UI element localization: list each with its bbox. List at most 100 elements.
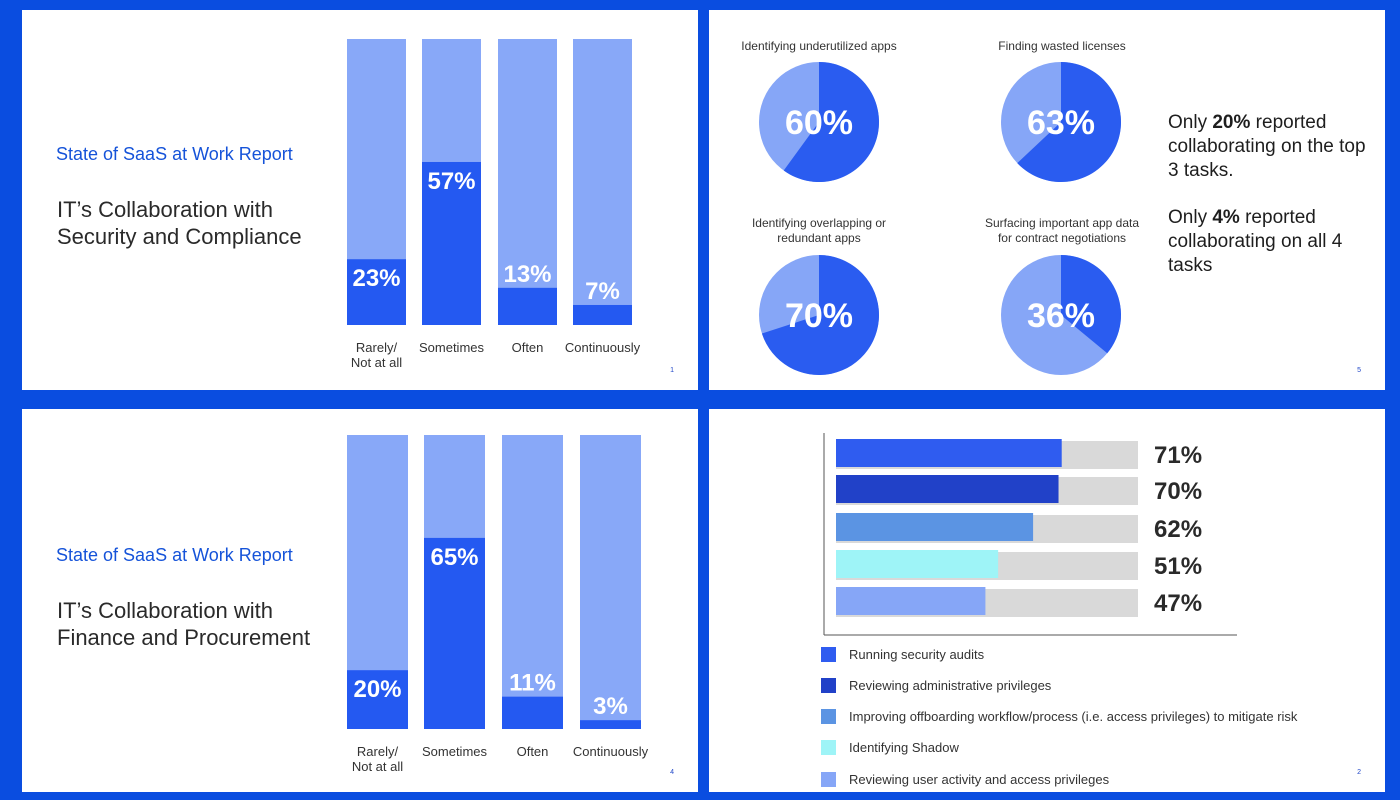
pie-4: 36% bbox=[1001, 255, 1122, 375]
column-4: 3% Continuously bbox=[573, 435, 649, 759]
hbar-value-label: 47% bbox=[1154, 590, 1202, 617]
title-line-1: IT’s Collaboration with bbox=[57, 197, 274, 222]
bar-value-label: 7% bbox=[585, 278, 620, 305]
hbar-value-label: 62% bbox=[1154, 516, 1202, 543]
slide-finance-procurement: State of SaaS at Work Report IT’s Collab… bbox=[22, 409, 698, 792]
column-3: 11% Often bbox=[502, 435, 563, 759]
bar-value-label: 3% bbox=[593, 693, 628, 720]
column-2: 57% Sometimes bbox=[419, 39, 485, 355]
hbar-value-label: 70% bbox=[1154, 478, 1202, 505]
pie-3: 70% bbox=[759, 255, 880, 376]
category-label: Often bbox=[512, 340, 544, 355]
column-3: 13% Often bbox=[498, 39, 557, 355]
pie-title-1: Identifying underutilized apps bbox=[741, 39, 897, 53]
slide-security-activities: 71% 70% 62% 51% 47% Running security audits R… bbox=[709, 409, 1385, 792]
category-label: Continuously bbox=[565, 340, 641, 355]
column-1: 23% Rarely/Not at all bbox=[347, 39, 406, 370]
hbar-fill bbox=[836, 587, 986, 615]
page-number: 5 bbox=[1357, 367, 1361, 374]
hbar-1: 71% bbox=[836, 439, 1202, 469]
hbar-5: 47% bbox=[836, 587, 1202, 617]
slide-collaboration-tasks: Identifying underutilized apps Finding w… bbox=[709, 10, 1385, 390]
legend-swatch bbox=[821, 677, 836, 693]
bar-value-label: 11% bbox=[509, 670, 556, 697]
bar-value-label: 65% bbox=[430, 544, 478, 571]
legend-swatch bbox=[821, 771, 836, 787]
title-line-2: Security and Compliance bbox=[57, 224, 302, 249]
category-label: Rarely/ bbox=[357, 744, 399, 759]
note-top-3-tasks: Only 20% reported collaborating on the t… bbox=[1168, 112, 1366, 181]
category-label: Often bbox=[517, 744, 549, 759]
legend-item: Running security audits bbox=[821, 646, 984, 662]
pie-value-slice bbox=[1017, 62, 1122, 182]
hbar-value-label: 71% bbox=[1154, 442, 1202, 469]
category-label: Sometimes bbox=[422, 744, 488, 759]
pie-value-label: 36% bbox=[1027, 297, 1095, 335]
column-fill bbox=[498, 287, 557, 325]
column-4: 7% Continuously bbox=[565, 39, 641, 355]
pie-title-4: Surfacing important app data for contrac… bbox=[984, 216, 1140, 245]
legend-item: Reviewing user activity and access privi… bbox=[821, 771, 1109, 787]
column-track bbox=[580, 435, 641, 729]
pie-2: 63% bbox=[1001, 62, 1122, 182]
column-track bbox=[502, 435, 563, 729]
hbar-fill bbox=[836, 475, 1059, 503]
pie-value-label: 63% bbox=[1027, 104, 1095, 142]
activities-bar-chart: 71% 70% 62% 51% 47% bbox=[823, 433, 1237, 636]
security-bar-chart: 23% Rarely/Not at all 57% Sometimes 13% Often… bbox=[347, 39, 641, 370]
bar-value-label: 20% bbox=[353, 676, 401, 703]
legend-label: Reviewing administrative privileges bbox=[849, 677, 1052, 693]
legend-label: Improving offboarding workflow/process (… bbox=[849, 708, 1298, 724]
column-2: 65% Sometimes bbox=[422, 435, 488, 759]
legend-swatch bbox=[821, 739, 836, 755]
bar-value-label: 23% bbox=[352, 265, 400, 292]
category-label: Continuously bbox=[573, 744, 649, 759]
legend-item: Reviewing administrative privileges bbox=[821, 677, 1051, 693]
legend-item: Identifying Shadow bbox=[821, 739, 959, 755]
pie-value-label: 70% bbox=[785, 297, 853, 335]
legend-label: Running security audits bbox=[849, 646, 985, 662]
pie-value-slice bbox=[761, 255, 880, 376]
category-label: Not at all bbox=[352, 759, 403, 774]
note-value-4: 4% bbox=[1212, 207, 1240, 228]
hbar-2: 70% bbox=[836, 475, 1202, 505]
hbar-4: 51% bbox=[836, 550, 1202, 580]
title-line-2: Finance and Procurement bbox=[57, 625, 311, 650]
legend-label: Reviewing user activity and access privi… bbox=[849, 771, 1110, 787]
page-number: 4 bbox=[670, 769, 674, 776]
bar-value-label: 57% bbox=[427, 168, 475, 195]
hbar-fill bbox=[836, 550, 999, 578]
pie-1: 60% bbox=[759, 62, 879, 182]
column-fill bbox=[347, 670, 408, 729]
title-line-1: IT’s Collaboration with bbox=[57, 598, 274, 623]
legend-swatch bbox=[821, 708, 836, 724]
hbar-fill bbox=[836, 513, 1034, 541]
tasks-pie-charts: 60% 63% 70% 36% bbox=[759, 62, 1122, 376]
note-all-4-tasks: Only 4% reported collaborating on all 4 … bbox=[1168, 207, 1343, 276]
pie-title-2: Finding wasted licenses bbox=[998, 39, 1126, 53]
category-label: Sometimes bbox=[419, 340, 485, 355]
column-fill bbox=[580, 720, 641, 729]
slide-security-compliance: State of SaaS at Work Report IT’s Collab… bbox=[22, 10, 698, 390]
legend-label: Identifying Shadow bbox=[849, 739, 959, 755]
column-fill bbox=[502, 696, 563, 729]
column-track bbox=[573, 39, 632, 325]
finance-bar-chart: 20% Rarely/Not at all 65% Sometimes 11% Often… bbox=[347, 435, 649, 774]
column-fill bbox=[347, 259, 406, 325]
pie-value-slice bbox=[1061, 255, 1122, 354]
hbar-value-label: 51% bbox=[1154, 553, 1202, 580]
page-number: 2 bbox=[1357, 769, 1361, 776]
pie-value-slice bbox=[783, 62, 879, 182]
report-subtitle: State of SaaS at Work Report bbox=[56, 144, 293, 164]
report-subtitle: State of SaaS at Work Report bbox=[56, 545, 293, 565]
hbar-3: 62% bbox=[836, 513, 1202, 543]
column-fill bbox=[424, 537, 485, 729]
column-1: 20% Rarely/Not at all bbox=[347, 435, 408, 774]
slide-title: IT’s Collaboration with Finance and Proc… bbox=[57, 597, 310, 651]
note-value-20: 20% bbox=[1212, 112, 1251, 133]
slide-title: IT’s Collaboration with Security and Com… bbox=[57, 196, 302, 250]
hbar-fill bbox=[836, 439, 1062, 467]
pie-title-3: Identifying overlapping or redundant app… bbox=[751, 216, 887, 245]
legend-item: Improving offboarding workflow/process (… bbox=[821, 708, 1297, 724]
bar-value-label: 13% bbox=[503, 261, 551, 288]
